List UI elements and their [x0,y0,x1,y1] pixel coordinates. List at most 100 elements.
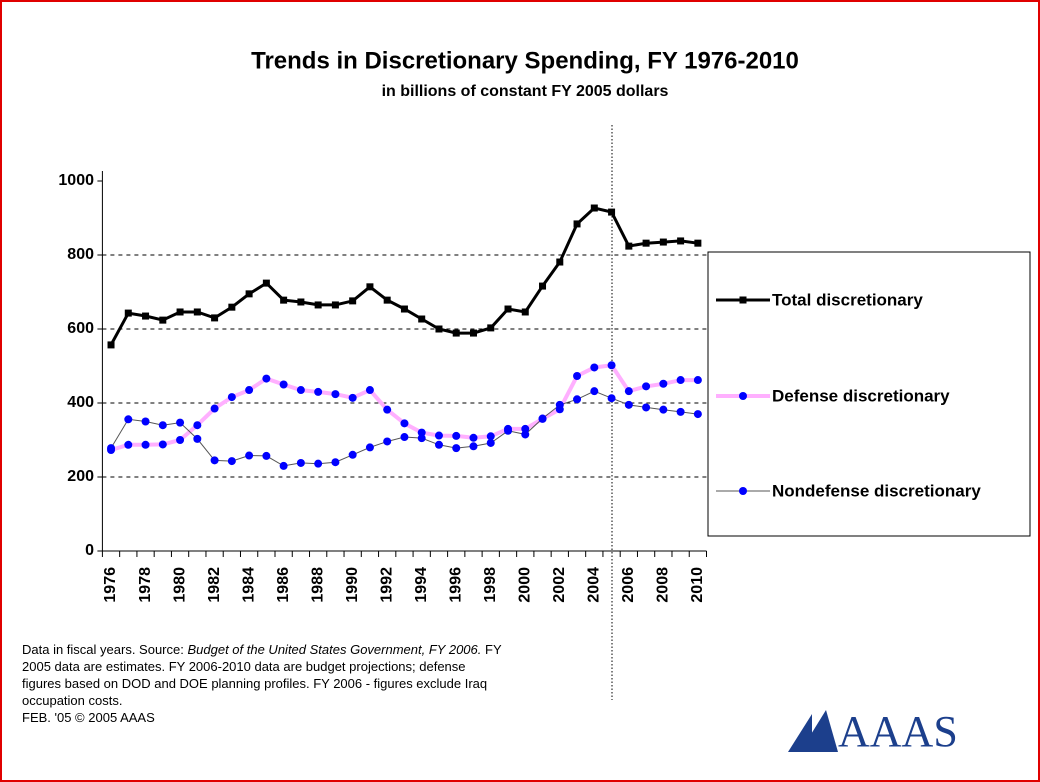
x-tick-label: 1984 [240,567,257,603]
data-point [487,324,495,332]
data-point [624,387,633,396]
data-point [124,309,132,317]
data-point [469,433,478,442]
data-point [158,440,167,449]
data-point [469,442,478,451]
data-point [193,421,202,430]
data-point [383,437,392,446]
data-point [227,457,236,466]
data-point [590,204,598,212]
data-point [676,376,685,385]
data-point [694,239,702,247]
data-point [504,426,513,435]
data-point [141,440,150,449]
data-point [521,424,530,433]
series-line [109,206,699,346]
data-point [227,393,236,402]
data-point [625,242,633,250]
data-point [107,341,115,349]
data-point [159,316,167,324]
data-point [642,239,650,247]
data-point [452,444,461,453]
data-point [383,405,392,414]
data-point [434,440,443,449]
y-tick-label: 0 [85,542,94,559]
data-point [245,386,254,395]
data-point [418,315,426,323]
data-point [142,312,150,320]
note-source: Budget of the United States Government, … [187,642,482,657]
legend-label: Nondefense discretionary [772,481,981,500]
data-point [693,410,702,419]
data-point [607,394,616,403]
y-tick-label: 200 [67,468,94,485]
legend-marker [739,487,747,495]
y-tick-label: 1000 [58,172,94,189]
legend-label: Defense discretionary [772,386,950,405]
x-tick-label: 2006 [620,567,637,603]
data-point [331,458,340,467]
note-text: FY 2005 data are estimates. FY 2006-2010… [22,642,502,708]
legend-marker [739,296,747,304]
logo: AAAS [788,707,958,756]
x-tick-label: 1988 [309,567,326,603]
data-point [539,282,547,290]
data-point [348,450,357,459]
data-point [452,329,460,337]
data-point [262,451,271,460]
data-point [573,395,582,404]
note-text: Data in fiscal years. Source: [22,642,184,657]
data-point [314,387,323,396]
data-point [590,387,599,396]
data-point [297,298,305,306]
data-point [486,432,495,441]
data-point [210,456,219,465]
data-point [176,436,185,444]
data-point [659,238,667,246]
chart-subtitle: in billions of constant FY 2005 dollars [382,83,669,100]
data-point [365,386,374,395]
data-point [296,386,305,395]
data-point [279,461,288,470]
data-point [555,400,564,409]
data-point [279,380,288,389]
data-point [193,308,201,316]
data-point [624,400,633,409]
data-point [434,431,443,440]
data-point [228,303,236,311]
data-point [659,379,668,388]
data-point [331,301,339,309]
logo-mark [800,710,838,752]
data-point [124,440,133,449]
x-tick-label: 2008 [655,567,672,603]
data-point [400,419,409,428]
data-point [676,407,685,416]
data-point [607,361,616,370]
x-tick-label: 1978 [137,567,154,603]
data-point [608,208,616,216]
data-point [573,220,581,228]
data-point [677,237,685,245]
data-point [642,382,651,391]
data-point [193,434,202,443]
data-point [349,297,357,305]
data-point [107,444,116,453]
x-tick-label: 1982 [206,567,223,603]
y-tick-label: 800 [67,246,94,263]
data-point [158,421,167,430]
data-point [659,405,668,414]
data-point [296,458,305,467]
y-tick-label: 600 [67,320,94,337]
data-point [366,283,374,291]
logo-text: AAAS [838,707,958,756]
x-tick-label: 2010 [689,567,706,603]
x-tick-label: 1976 [102,567,119,603]
legend-label: Total discretionary [772,290,923,309]
data-point [348,393,357,402]
footnote: Data in fiscal years. Source: Budget of … [22,641,502,726]
data-point [642,403,651,412]
data-point [210,404,219,413]
x-tick-label: 1996 [447,567,464,603]
